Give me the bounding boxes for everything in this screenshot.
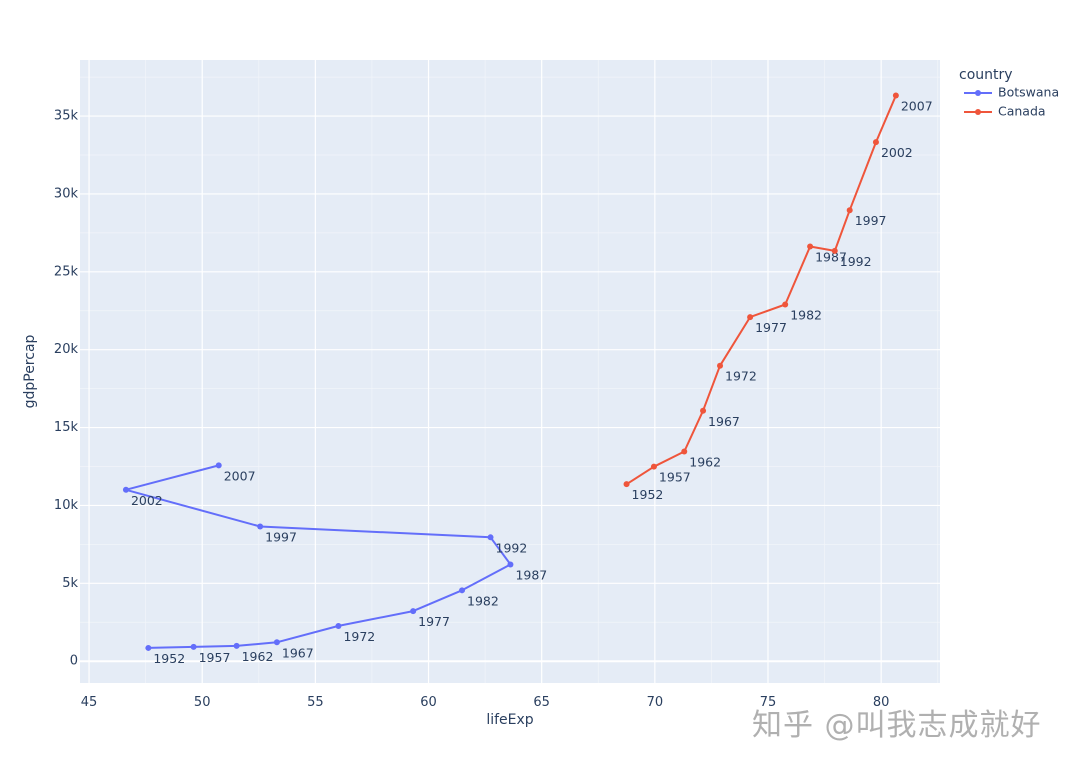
data-point[interactable]	[747, 314, 754, 321]
point-label: 1957	[199, 650, 231, 665]
data-point[interactable]	[717, 362, 724, 369]
series-line	[626, 95, 897, 486]
watermark: 知乎 @叫我志成就好	[752, 708, 1042, 743]
y-tick-label: 20k	[54, 342, 79, 357]
x-tick-label: 70	[647, 695, 664, 710]
point-label: 1997	[265, 530, 297, 545]
point-label: 2007	[224, 468, 256, 483]
legend[interactable]: country Botswana Canada	[959, 67, 1059, 119]
data-point[interactable]	[872, 139, 879, 146]
point-label: 2002	[881, 145, 913, 160]
point-label: 1957	[659, 470, 691, 485]
point-label: 1962	[689, 455, 721, 470]
point-label: 1977	[418, 614, 450, 629]
data-point[interactable]	[233, 642, 240, 649]
grid	[80, 60, 940, 683]
x-tick-label: 80	[873, 695, 890, 710]
point-label: 1972	[725, 369, 757, 384]
y-tick-label: 5k	[62, 576, 78, 591]
data-point[interactable]	[623, 481, 630, 488]
x-tick-label: 45	[81, 695, 98, 710]
data-point[interactable]	[190, 643, 197, 650]
data-point[interactable]	[257, 523, 264, 530]
y-tick-label: 0	[70, 654, 78, 669]
point-label: 1997	[855, 213, 887, 228]
data-point[interactable]	[410, 608, 417, 615]
data-point[interactable]	[507, 561, 514, 568]
x-tick-label: 75	[760, 695, 777, 710]
y-tick-label: 30k	[54, 186, 79, 201]
data-point[interactable]	[892, 92, 899, 99]
series-botswana: 1952 1957 1962 1967 1972 1977 1982 1987 1992 1997…	[122, 462, 547, 666]
legend-item-canada[interactable]: Canada	[964, 104, 1046, 119]
x-tick-label: 60	[420, 695, 437, 710]
point-label: 1952	[632, 487, 664, 502]
series-line	[124, 464, 512, 649]
data-point[interactable]	[650, 463, 657, 470]
y-tick-label: 15k	[54, 420, 79, 435]
y-axis-title: gdpPercap	[22, 334, 38, 408]
point-label: 1967	[708, 414, 740, 429]
x-tick-label: 50	[194, 695, 211, 710]
data-point[interactable]	[335, 622, 342, 629]
data-point[interactable]	[487, 534, 494, 541]
y-tick-label: 25k	[54, 264, 79, 279]
axis-ticks: 45 50 55 60 65 70 75 80 0 5k 10k 15k 20k 25k 30k 35k	[54, 109, 890, 710]
point-label: 1992	[840, 254, 872, 269]
legend-marker	[975, 109, 981, 115]
series-layer: 1952 1957 1962 1967197219771982198719921997…	[122, 92, 933, 666]
point-label: 1952	[153, 651, 185, 666]
data-point[interactable]	[700, 407, 707, 414]
data-point[interactable]	[782, 301, 789, 308]
data-point[interactable]	[846, 207, 853, 214]
data-point[interactable]	[459, 587, 466, 594]
data-point[interactable]	[215, 462, 222, 469]
point-label: 1982	[790, 308, 822, 323]
point-label: 1992	[496, 540, 528, 555]
data-point[interactable]	[273, 639, 280, 646]
point-label: 2002	[131, 493, 163, 508]
data-point[interactable]	[681, 448, 688, 455]
legend-item-botswana[interactable]: Botswana	[964, 85, 1059, 100]
data-point[interactable]	[145, 644, 152, 651]
point-label: 1972	[343, 629, 375, 644]
x-tick-label: 65	[533, 695, 550, 710]
point-label: 1962	[242, 649, 274, 664]
y-tick-label: 10k	[54, 498, 79, 513]
point-label: 2007	[901, 99, 933, 114]
y-tick-label: 35k	[54, 109, 79, 124]
legend-title: country	[959, 67, 1013, 83]
point-label: 1977	[755, 320, 787, 335]
point-label: 1987	[815, 249, 847, 264]
x-axis-title: lifeExp	[486, 712, 533, 728]
data-point[interactable]	[807, 243, 814, 250]
plot-area	[80, 60, 940, 683]
point-label: 1987	[515, 568, 547, 583]
point-label: 1967	[282, 645, 314, 660]
x-tick-label: 55	[307, 695, 324, 710]
data-point[interactable]	[122, 486, 129, 493]
legend-label: Botswana	[998, 85, 1059, 100]
legend-label: Canada	[998, 104, 1046, 119]
legend-marker	[975, 90, 981, 96]
data-point[interactable]	[831, 247, 838, 254]
point-label: 1982	[467, 593, 499, 608]
series-canada: 1952195719621967197219771982198719921997…	[623, 92, 933, 502]
